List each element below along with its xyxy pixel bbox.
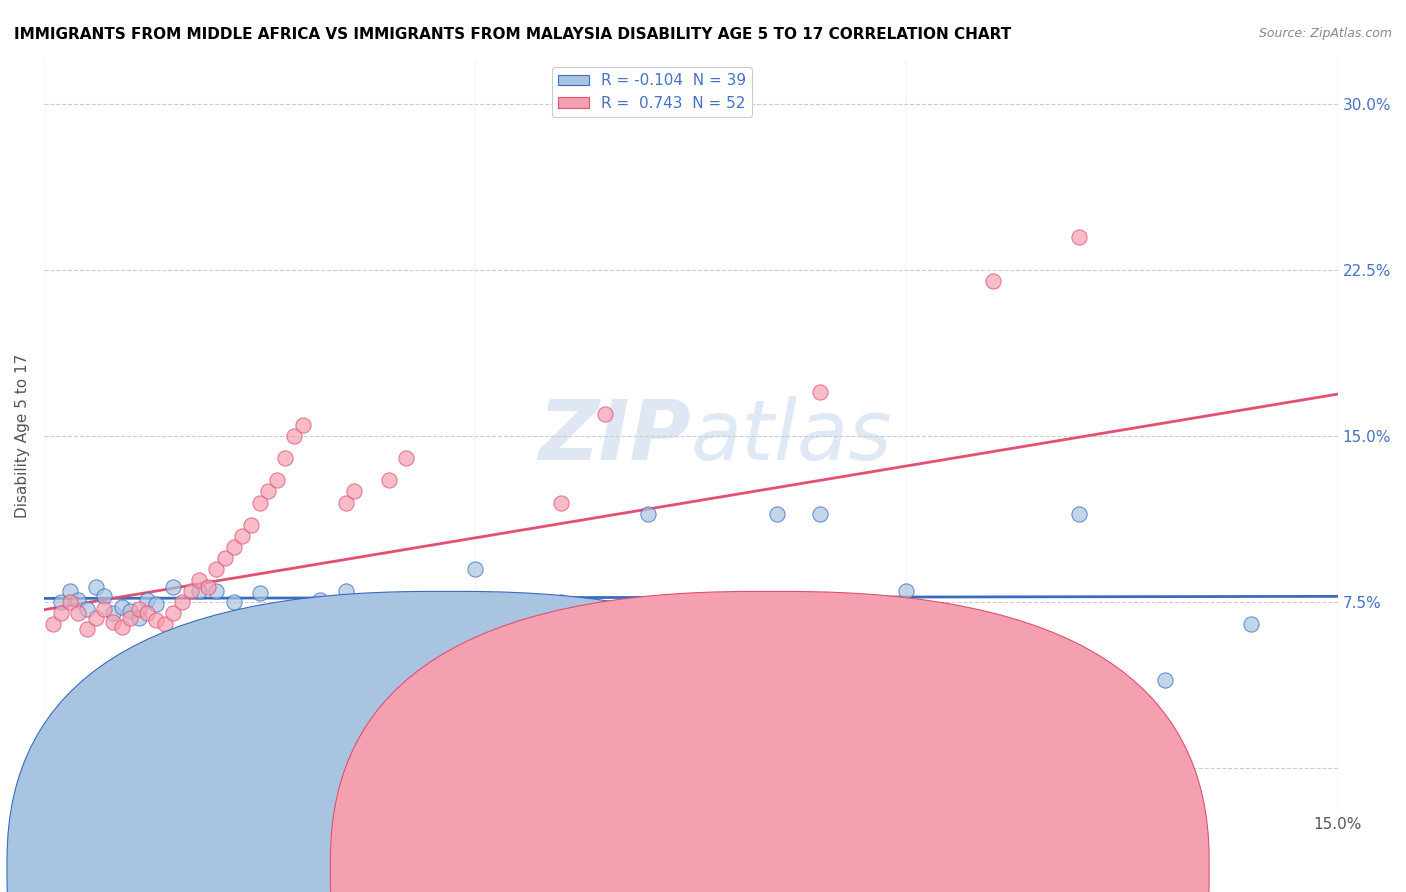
Point [120, 604, 142, 618]
Point [808, 384, 831, 399]
Point [1240, 617, 1263, 632]
Point [84, 610, 107, 624]
Point [41, 617, 63, 632]
Point [128, 610, 150, 624]
Point [981, 274, 1004, 288]
Legend: R = -0.104  N = 39, R =  0.743  N = 52: R = -0.104 N = 39, R = 0.743 N = 52 [553, 67, 752, 117]
Point [93, 589, 115, 603]
Point [593, 602, 616, 616]
Point [464, 562, 486, 576]
Point [508, 617, 530, 632]
Point [420, 628, 443, 642]
Point [447, 617, 470, 632]
Text: atlas: atlas [690, 395, 893, 476]
Point [896, 624, 918, 638]
Point [550, 495, 572, 509]
Point [637, 507, 659, 521]
Point [1067, 229, 1090, 244]
Point [326, 606, 349, 620]
Point [67, 606, 90, 620]
Point [84, 580, 107, 594]
Point [343, 484, 366, 499]
Point [136, 606, 159, 620]
Point [205, 562, 228, 576]
Point [128, 602, 150, 616]
Point [145, 598, 167, 612]
Point [110, 599, 132, 614]
Point [291, 640, 314, 654]
Point [309, 593, 332, 607]
Y-axis label: Disability Age 5 to 17: Disability Age 5 to 17 [15, 354, 30, 518]
Point [257, 484, 280, 499]
Point [76, 602, 98, 616]
Point [59, 584, 82, 599]
Point [188, 584, 211, 599]
Point [274, 451, 297, 466]
Point [205, 584, 228, 599]
Point [222, 595, 245, 609]
Text: Immigrants from Middle Africa: Immigrants from Middle Africa [474, 859, 707, 874]
Point [145, 613, 167, 627]
Point [309, 617, 332, 632]
Point [188, 573, 211, 587]
Point [378, 595, 401, 609]
Text: IMMIGRANTS FROM MIDDLE AFRICA VS IMMIGRANTS FROM MALAYSIA DISABILITY AGE 5 TO 17: IMMIGRANTS FROM MIDDLE AFRICA VS IMMIGRA… [14, 27, 1011, 42]
Point [335, 495, 357, 509]
Text: ZIP: ZIP [538, 395, 690, 476]
Point [766, 655, 789, 669]
Point [378, 474, 401, 488]
Text: Source: ZipAtlas.com: Source: ZipAtlas.com [1258, 27, 1392, 40]
Point [162, 580, 184, 594]
Point [162, 606, 184, 620]
Point [550, 595, 572, 609]
Point [637, 617, 659, 632]
Point [1067, 507, 1090, 521]
Point [679, 602, 702, 616]
Point [180, 584, 202, 599]
Point [110, 619, 132, 633]
Point [59, 595, 82, 609]
Point [896, 584, 918, 599]
Point [222, 540, 245, 554]
Point [136, 593, 159, 607]
Point [395, 451, 418, 466]
Point [67, 593, 90, 607]
Text: Immigrants from Malaysia: Immigrants from Malaysia [814, 859, 1014, 874]
Point [1067, 673, 1090, 687]
Point [299, 628, 322, 642]
Point [593, 407, 616, 421]
Point [239, 517, 262, 532]
Point [808, 507, 831, 521]
Point [395, 595, 418, 609]
Point [120, 610, 142, 624]
Point [266, 606, 288, 620]
Point [170, 595, 193, 609]
Point [291, 417, 314, 432]
Point [1154, 673, 1177, 687]
Point [93, 602, 115, 616]
Point [49, 595, 72, 609]
Point [981, 617, 1004, 632]
Point [101, 606, 124, 620]
Point [249, 495, 271, 509]
Point [153, 617, 176, 632]
Point [231, 529, 253, 543]
Point [508, 595, 530, 609]
Point [197, 580, 219, 594]
Point [335, 584, 357, 599]
Point [76, 622, 98, 636]
Point [291, 604, 314, 618]
Point [723, 650, 745, 665]
Point [49, 606, 72, 620]
Point [249, 586, 271, 600]
Point [101, 615, 124, 629]
Point [318, 622, 340, 636]
Point [464, 619, 486, 633]
Point [420, 595, 443, 609]
Point [679, 624, 702, 638]
Point [766, 507, 789, 521]
Point [283, 429, 305, 443]
Point [266, 474, 288, 488]
Point [214, 550, 236, 565]
